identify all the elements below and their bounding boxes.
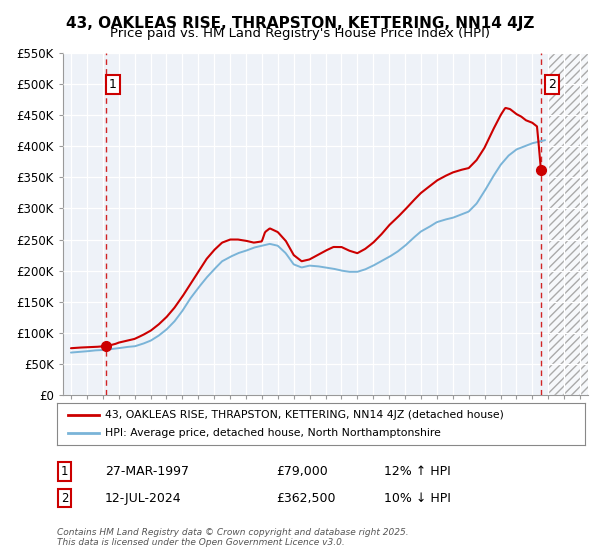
Bar	[548, 53, 588, 395]
Text: 1: 1	[109, 78, 116, 91]
Text: 12% ↑ HPI: 12% ↑ HPI	[384, 465, 451, 478]
Text: 1: 1	[61, 465, 68, 478]
Text: £362,500: £362,500	[276, 492, 335, 505]
Bar	[548, 53, 588, 395]
Text: Contains HM Land Registry data © Crown copyright and database right 2025.
This d: Contains HM Land Registry data © Crown c…	[57, 528, 409, 547]
Text: Price paid vs. HM Land Registry's House Price Index (HPI): Price paid vs. HM Land Registry's House …	[110, 27, 490, 40]
Text: 12-JUL-2024: 12-JUL-2024	[105, 492, 182, 505]
Text: 27-MAR-1997: 27-MAR-1997	[105, 465, 189, 478]
Text: £79,000: £79,000	[276, 465, 328, 478]
Text: 43, OAKLEAS RISE, THRAPSTON, KETTERING, NN14 4JZ (detached house): 43, OAKLEAS RISE, THRAPSTON, KETTERING, …	[104, 410, 503, 420]
Text: 10% ↓ HPI: 10% ↓ HPI	[384, 492, 451, 505]
Text: 43, OAKLEAS RISE, THRAPSTON, KETTERING, NN14 4JZ: 43, OAKLEAS RISE, THRAPSTON, KETTERING, …	[66, 16, 534, 31]
Text: 2: 2	[548, 78, 556, 91]
Text: 2: 2	[61, 492, 68, 505]
Text: HPI: Average price, detached house, North Northamptonshire: HPI: Average price, detached house, Nort…	[104, 428, 440, 438]
